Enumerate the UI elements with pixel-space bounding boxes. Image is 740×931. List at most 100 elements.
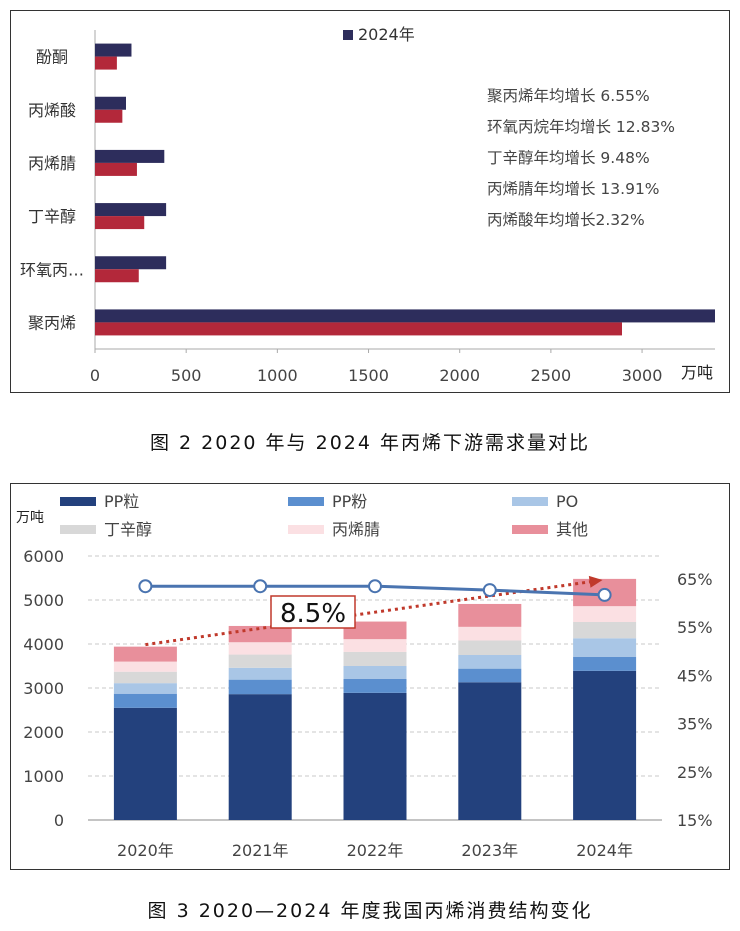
stack-segment [228, 667, 292, 680]
share-line-point [597, 587, 612, 602]
share-line-point [368, 579, 382, 594]
y-tick-label: 2000 [23, 723, 64, 742]
y-tick-label: 1000 [23, 767, 64, 786]
bar-series-2020 [95, 109, 123, 123]
bar-series-2020 [95, 56, 117, 70]
legend-label-2024: 2024年 [358, 25, 415, 44]
category-label: 酚酮 [36, 48, 68, 67]
legend-label: PP粉 [332, 492, 367, 511]
y2-tick-label: 45% [677, 666, 713, 685]
x-tick-label: 2020年 [117, 841, 174, 860]
share-line-point [482, 583, 497, 598]
trend-arrow-head [588, 575, 603, 588]
bar-series-2024 [95, 203, 167, 217]
stack-segment [573, 656, 637, 671]
x-tick-label: 2000 [439, 366, 480, 385]
stack-segment [458, 626, 522, 641]
stack-segment [573, 670, 637, 820]
stack-segment [343, 651, 407, 666]
stack-segment [113, 707, 177, 820]
stack-segment [113, 683, 177, 694]
stack-segment [113, 646, 177, 662]
legend-swatch [288, 497, 324, 506]
x-axis-unit: 万吨 [681, 363, 713, 382]
stacked-chart-fig3: 0 1000 2000 3000 4000 5000 6000 万吨 15% 25% 35% 45% 5… [16, 492, 713, 860]
x-tick-label: 2500 [531, 366, 572, 385]
y-tick-label: 5000 [23, 591, 64, 610]
stack-segment [573, 638, 637, 657]
x-tick-label: 0 [90, 366, 100, 385]
bar-series-2020 [95, 216, 145, 230]
stack-segment [343, 639, 407, 652]
bar-series-2024 [95, 96, 126, 110]
stack-segment [458, 640, 522, 655]
bar-series-2024 [95, 309, 715, 323]
stack-segment [343, 678, 407, 693]
x-tick-label: 3000 [622, 366, 663, 385]
stack-segment [458, 603, 522, 627]
stack-segment [458, 655, 522, 669]
y-tick-label: 3000 [23, 679, 64, 698]
stack-segment [228, 679, 292, 695]
legend-label: PP粒 [104, 492, 139, 511]
figure-caption-2: 图 2 2020 年与 2024 年丙烯下游需求量对比 [150, 432, 590, 454]
y-axis-label: 万吨 [16, 510, 44, 526]
legend-swatch [512, 525, 548, 534]
bar-chart-fig2: 0 500 1000 1500 2000 2500 3000 万吨酚酮丙烯酸丙烯腈丁辛醇环氧丙… [20, 25, 715, 385]
growth-note-po: 环氧丙烷年均增长 12.83% [487, 118, 676, 136]
bar-series-2024 [95, 256, 167, 270]
x-tick-label: 2022年 [347, 841, 404, 860]
bar-series-2020 [95, 322, 622, 336]
stack-segment [113, 671, 177, 684]
y-tick-label: 6000 [23, 547, 64, 566]
stack-segment [343, 666, 407, 679]
x-tick-label: 2023年 [461, 841, 518, 860]
x-tick-label: 1500 [348, 366, 389, 385]
growth-callout-box [270, 595, 356, 629]
y2-tick-label: 25% [677, 763, 713, 782]
y2-tick-label: 15% [677, 811, 713, 830]
y-tick-label: 0 [54, 811, 64, 830]
legend-swatch [512, 497, 548, 506]
x-tick-label: 1000 [257, 366, 298, 385]
stack-segment [343, 621, 407, 640]
legend-label: 丁辛醇 [104, 520, 152, 539]
category-label: 丙烯酸 [28, 101, 76, 120]
legend-label: 丙烯腈 [332, 520, 380, 539]
bar-series-2020 [95, 269, 139, 283]
legend-swatch [60, 525, 96, 534]
stack-segment [228, 642, 292, 655]
stack-segment [573, 622, 637, 639]
x-tick-label: 500 [171, 366, 202, 385]
stack-segment [343, 692, 407, 820]
bar-series-2024 [95, 149, 165, 163]
bar-series-2020 [95, 162, 137, 176]
stack-segment [113, 693, 177, 708]
growth-note-acrylic: 丙烯酸年均增长2.32% [487, 211, 645, 229]
category-label: 丁辛醇 [28, 207, 76, 226]
growth-note-acrylonitrile: 丙烯腈年均增长 13.91% [487, 180, 660, 198]
bar-series-2024 [95, 43, 132, 57]
growth-note-butanol: 丁辛醇年均增长 9.48% [487, 149, 650, 167]
legend-swatch [288, 525, 324, 534]
y2-tick-label: 65% [677, 570, 713, 589]
stack-segment [113, 661, 177, 672]
growth-note-pp: 聚丙烯年均增长 6.55% [487, 87, 650, 105]
stack-segment [458, 668, 522, 683]
legend-label: 其他 [556, 520, 588, 539]
legend-label: PO [556, 492, 578, 511]
growth-callout-text: 8.5% [280, 599, 346, 629]
stack-segment [228, 694, 292, 820]
x-tick-label: 2021年 [232, 841, 289, 860]
category-label: 丙烯腈 [28, 154, 76, 173]
figure-caption-3: 图 3 2020—2024 年度我国丙烯消费结构变化 [147, 900, 593, 922]
y2-tick-label: 35% [677, 715, 713, 734]
y-tick-label: 4000 [23, 635, 64, 654]
stack-segment [573, 606, 637, 622]
share-line-point [138, 579, 153, 594]
stack-segment [228, 654, 292, 668]
legend-swatch-2024 [343, 30, 353, 40]
category-label: 环氧丙… [20, 260, 84, 279]
category-label: 聚丙烯 [28, 313, 76, 332]
x-tick-label: 2024年 [576, 841, 633, 860]
